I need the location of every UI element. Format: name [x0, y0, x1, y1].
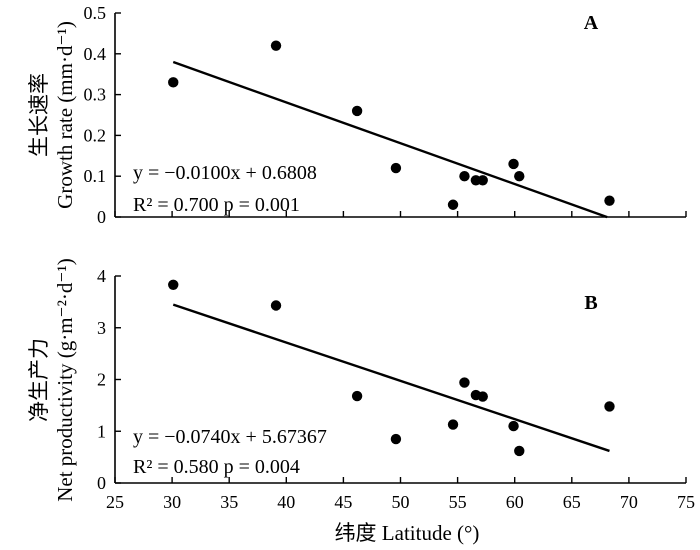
- x-tick-label: 60: [506, 492, 524, 512]
- x-tick-label: 40: [277, 492, 295, 512]
- y-tick-label: 0: [97, 207, 106, 227]
- regression-equation: y = −0.0100x + 0.6808: [133, 162, 317, 184]
- data-point: [390, 162, 402, 174]
- y-axis-label: 生长速率Growth rate (mm·d⁻¹): [27, 21, 77, 209]
- data-point: [459, 377, 470, 388]
- y-axis-label: 净生产力Net productivity (g·m⁻²·d⁻¹): [27, 258, 77, 502]
- panel-a: 0 0.1 0.2 0.3 0.4 0.5 Ay = −0.0100x + 0.6808 R²…: [27, 3, 687, 227]
- y-axis-label-en: Net productivity (g·m⁻²·d⁻¹): [53, 258, 77, 502]
- data-point: [459, 171, 470, 182]
- x-tick-label: 45: [334, 492, 352, 512]
- data-point: [477, 175, 488, 186]
- y-tick-label: 4: [97, 266, 106, 286]
- x-tick-label: 50: [392, 492, 410, 512]
- y-tick-label: 0.1: [84, 166, 107, 186]
- data-point: [604, 195, 615, 206]
- regression-line: [172, 60, 608, 219]
- data-point: [168, 77, 179, 88]
- y-tick-label: 0: [97, 473, 106, 493]
- panel-letter: A: [584, 12, 599, 34]
- data-point: [351, 105, 363, 117]
- panel-b: 0 1 2 3 4 25 30 35 40 45 50 55 60 65 70 75 By = −0.0740x…: [27, 258, 695, 512]
- x-tick-label: 30: [163, 492, 181, 512]
- data-point: [604, 401, 615, 412]
- y-tick-label: 0.4: [84, 44, 107, 64]
- data-point: [477, 391, 488, 402]
- y-axis-label-cn: 净生产力: [27, 338, 51, 422]
- y-tick-label: 1: [97, 421, 106, 441]
- panel-letter: B: [584, 292, 597, 314]
- data-point: [168, 279, 179, 290]
- y-tick-label: 3: [97, 318, 106, 338]
- y-tick-label: 0.5: [84, 3, 107, 23]
- y-axis-label-en: Growth rate (mm·d⁻¹): [53, 21, 77, 209]
- regression-line: [172, 303, 610, 453]
- y-tick-label: 0.2: [84, 125, 107, 145]
- regression-stats: R² = 0.700 p = 0.001: [133, 194, 300, 216]
- data-point: [351, 390, 363, 402]
- x-tick-label: 25: [106, 492, 124, 512]
- x-tick-label: 65: [563, 492, 581, 512]
- regression-equation: y = −0.0740x + 5.67367: [133, 426, 327, 448]
- data-point: [447, 419, 459, 430]
- y-tick-label: 0.3: [84, 85, 107, 105]
- y-tick-label: 2: [97, 370, 106, 390]
- data-point: [270, 40, 282, 51]
- data-point: [508, 420, 519, 432]
- x-tick-label: 70: [620, 492, 638, 512]
- data-point: [447, 199, 459, 210]
- x-tick-label: 35: [220, 492, 238, 512]
- x-axis-label: 纬度 Latitude (°): [335, 521, 480, 545]
- data-point: [514, 445, 525, 457]
- regression-stats: R² = 0.580 p = 0.004: [133, 456, 300, 478]
- y-axis-label-cn: 生长速率: [27, 73, 51, 157]
- data-point: [270, 300, 282, 311]
- x-tick-label: 55: [449, 492, 467, 512]
- data-point: [390, 433, 402, 445]
- data-point: [508, 158, 519, 170]
- x-tick-label: 75: [677, 492, 695, 512]
- data-point: [514, 171, 525, 182]
